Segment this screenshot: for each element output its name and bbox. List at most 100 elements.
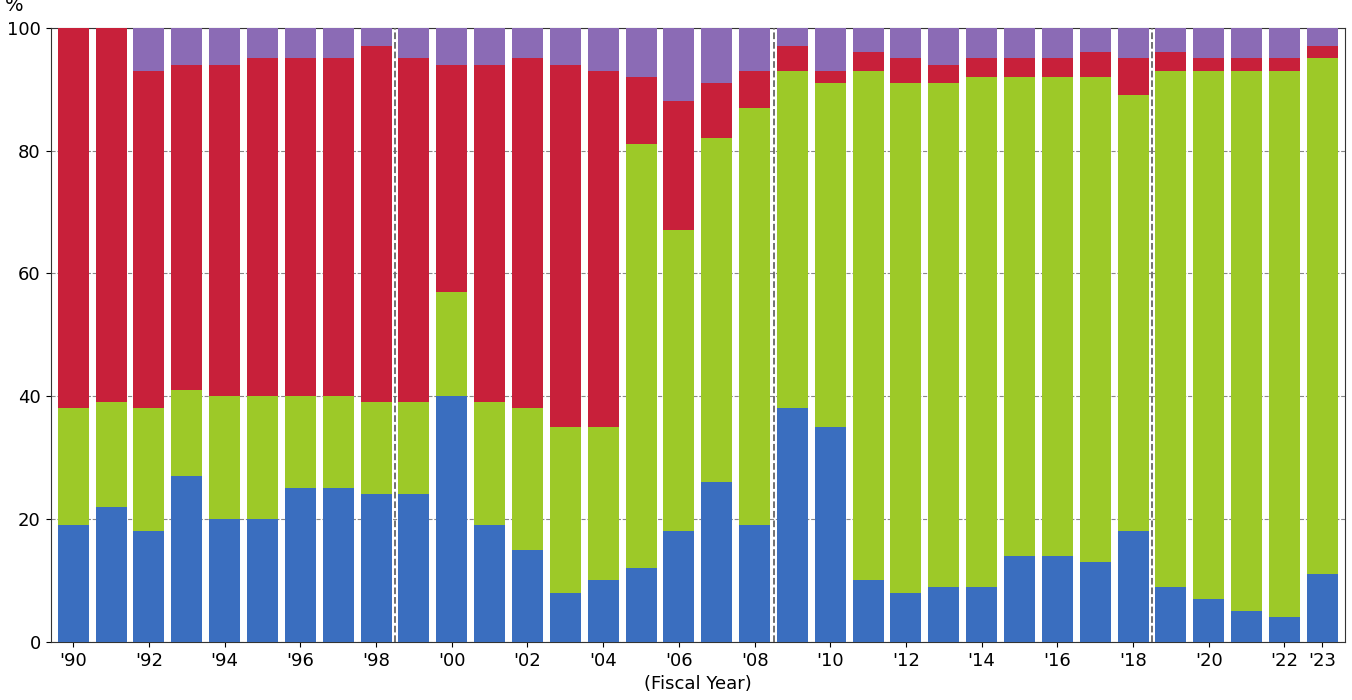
Bar [437,292,468,396]
Bar [134,28,165,71]
Bar [1080,562,1111,642]
Bar [1042,28,1073,58]
Bar [210,519,241,642]
Bar [361,402,392,494]
Bar [664,230,695,531]
Bar [740,28,771,71]
Bar [777,71,808,408]
Bar [323,396,354,489]
Bar [323,58,354,396]
Bar [1270,28,1301,58]
Bar [777,46,808,71]
Bar [475,525,506,642]
Bar [512,28,544,58]
Bar [247,28,279,58]
Bar [853,28,884,52]
Bar [626,568,657,642]
Bar [1194,71,1225,598]
Bar [58,525,89,642]
Bar [1005,556,1036,642]
Bar [247,519,279,642]
Bar [853,580,884,642]
Bar [702,482,733,642]
Bar [967,77,998,587]
Bar [1118,531,1149,642]
Bar [929,64,960,83]
Bar [815,28,846,71]
Bar [1232,58,1263,71]
Bar [929,83,960,587]
Bar [1156,52,1187,71]
Bar [777,28,808,46]
Bar [815,83,846,427]
Bar [134,408,165,531]
Bar [1194,28,1225,58]
Bar [891,28,922,58]
Bar [1270,71,1301,617]
Bar [702,139,733,482]
X-axis label: (Fiscal Year): (Fiscal Year) [644,675,752,693]
Bar [1194,598,1225,642]
Bar [1042,58,1073,77]
Bar [1042,77,1073,556]
Bar [247,58,279,396]
Bar [967,28,998,58]
Bar [550,593,581,642]
Bar [1307,574,1338,642]
Bar [285,489,316,642]
Bar [361,46,392,402]
Bar [475,28,506,64]
Bar [1005,58,1036,77]
Bar [399,58,430,402]
Bar [929,587,960,642]
Bar [550,427,581,593]
Bar [58,408,89,525]
Bar [361,494,392,642]
Bar [1156,71,1187,587]
Bar [399,28,430,58]
Bar [702,28,733,83]
Bar [134,71,165,408]
Bar [626,28,657,77]
Bar [740,71,771,108]
Bar [437,28,468,64]
Bar [172,390,203,476]
Bar [96,28,127,402]
Bar [853,71,884,580]
Bar [588,427,619,580]
Bar [588,28,619,71]
Bar [664,102,695,230]
Bar [210,28,241,64]
Bar [777,408,808,642]
Bar [1156,587,1187,642]
Bar [399,402,430,494]
Bar [1194,58,1225,71]
Bar [1270,58,1301,71]
Bar [247,396,279,519]
Bar [550,28,581,64]
Bar [475,402,506,525]
Bar [1005,77,1036,556]
Bar [512,408,544,550]
Bar [1080,52,1111,77]
Bar [815,427,846,642]
Bar [740,108,771,525]
Bar [550,64,581,427]
Bar [740,525,771,642]
Bar [1080,28,1111,52]
Bar [512,58,544,408]
Bar [664,531,695,642]
Bar [967,58,998,77]
Bar [361,28,392,46]
Bar [437,64,468,292]
Bar [323,28,354,58]
Bar [588,71,619,427]
Bar [1232,611,1263,642]
Bar [1005,28,1036,58]
Bar [1270,617,1301,642]
Bar [664,28,695,101]
Bar [285,58,316,396]
Bar [1307,46,1338,58]
Bar [96,402,127,507]
Bar [512,550,544,642]
